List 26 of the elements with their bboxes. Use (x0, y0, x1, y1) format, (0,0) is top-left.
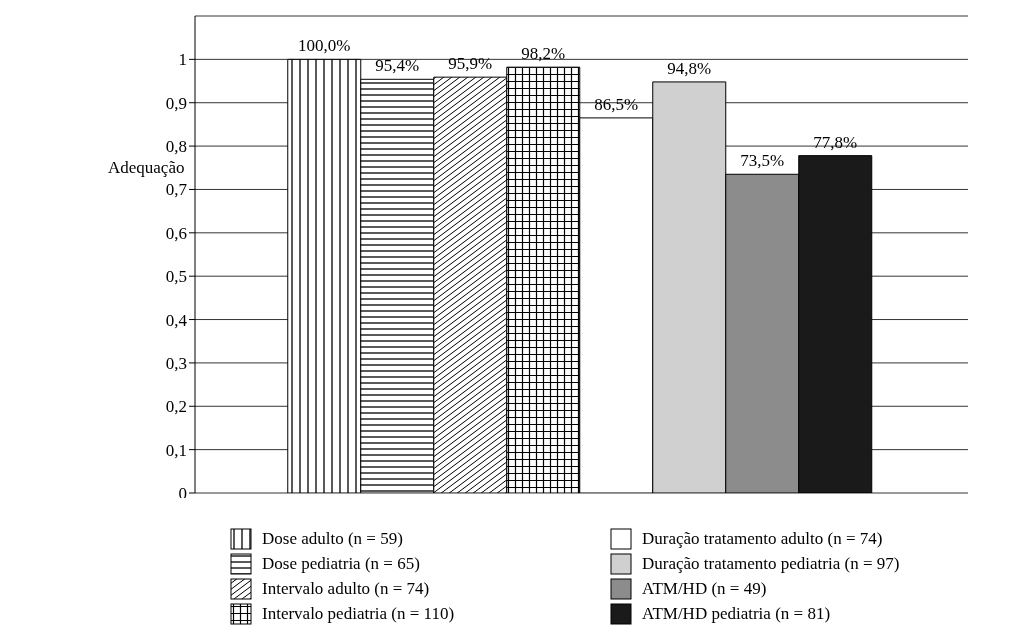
data-label: 94,8% (667, 58, 712, 78)
legend-label: Intervalo adulto (n = 74) (262, 578, 430, 599)
data-label: 98,2% (521, 44, 566, 64)
y-tick-label: 0,8 (165, 137, 187, 157)
y-tick-label: 0,5 (165, 267, 187, 287)
legend-label: Duração tratamento pediatria (n = 97) (642, 553, 900, 574)
legend-label: Dose pediatria (n = 65) (262, 553, 420, 574)
y-tick-label: 0,7 (165, 180, 188, 200)
legend-label: Dose adulto (n = 59) (262, 528, 403, 549)
y-tick-label: 0,9 (165, 93, 187, 113)
y-tick-label: 0,6 (165, 223, 187, 243)
y-tick-label: 0,1 (165, 440, 187, 460)
legend-label: ATM/HD (n = 49) (642, 578, 767, 599)
y-tick-label: 1 (178, 50, 187, 70)
data-label: 73,5% (740, 151, 785, 171)
y-tick-label: 0,3 (165, 353, 187, 373)
legend-label: ATM/HD pediatria (n = 81) (642, 603, 831, 624)
legend-label: Duração tratamento adulto (n = 74) (642, 528, 883, 549)
data-label: 95,9% (448, 54, 493, 74)
legend-label: Intervalo pediatria (n = 110) (262, 603, 455, 624)
y-tick-label: 0,4 (165, 310, 188, 330)
data-label: 77,8% (813, 132, 858, 152)
y-tick-label: 0,2 (165, 397, 187, 417)
data-label: 95,4% (375, 56, 420, 76)
data-label: 100,0% (298, 36, 351, 56)
y-axis-title: Adequação (108, 158, 185, 178)
